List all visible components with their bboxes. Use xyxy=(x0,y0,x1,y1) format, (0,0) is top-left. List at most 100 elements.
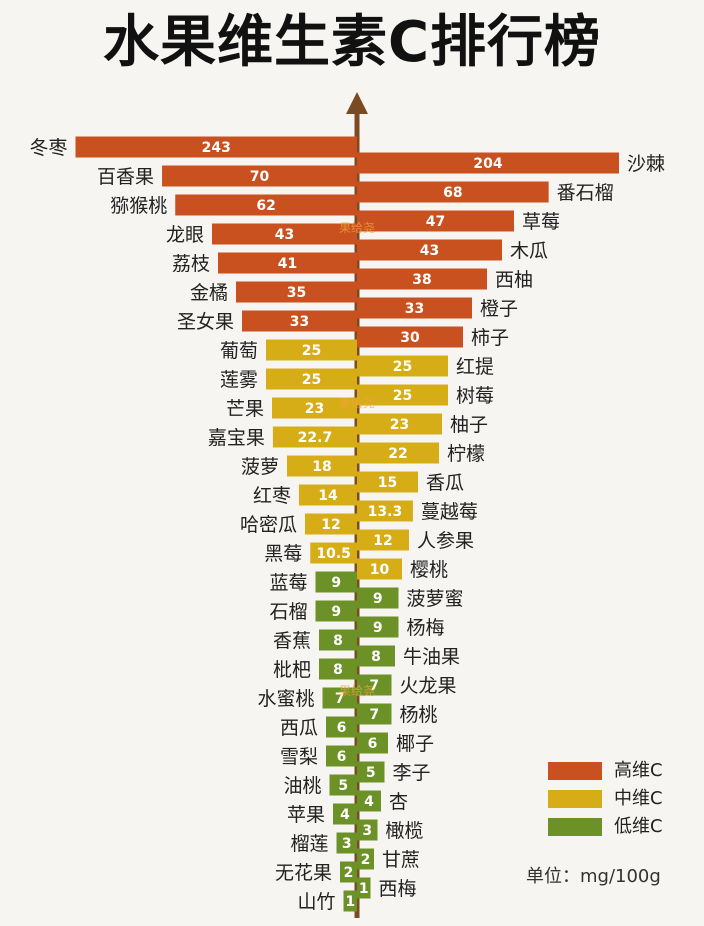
fruit-label-left: 百香果 xyxy=(97,166,154,188)
value-label-left: 6 xyxy=(337,720,347,736)
fruit-label-left: 猕猴桃 xyxy=(110,195,167,217)
value-label-right: 9 xyxy=(373,591,383,607)
unit-value: mg/100g xyxy=(580,866,661,887)
bar-left xyxy=(333,803,357,825)
fruit-label-right: 树莓 xyxy=(456,385,494,407)
fruit-label-right: 橄榄 xyxy=(386,820,424,842)
value-label-right: 1 xyxy=(359,881,369,897)
value-label-right: 22 xyxy=(388,446,407,462)
legend-label-high: 高维C xyxy=(614,760,663,781)
bar-right xyxy=(357,268,487,290)
bar-right xyxy=(357,877,371,899)
fruit-label-left: 枇杷 xyxy=(273,659,311,681)
value-label-right: 10 xyxy=(370,562,390,578)
value-label-left: 8 xyxy=(333,633,343,649)
value-label-left: 35 xyxy=(287,285,306,301)
value-label-right: 13.3 xyxy=(368,504,403,520)
fruit-label-left: 黑莓 xyxy=(264,543,302,565)
fruit-label-right: 沙棘 xyxy=(627,153,665,175)
value-label-left: 25 xyxy=(302,343,321,359)
bar-right xyxy=(357,732,388,754)
fruit-label-right: 杏 xyxy=(389,791,408,813)
value-label-left: 1 xyxy=(345,894,355,910)
fruit-label-right: 椰子 xyxy=(396,733,434,755)
fruit-label-left: 哈密瓜 xyxy=(240,514,297,536)
fruit-label-left: 山竹 xyxy=(297,891,335,913)
fruit-label-left: 油桃 xyxy=(283,775,321,797)
fruit-label-left: 龙眼 xyxy=(166,224,204,246)
fruit-label-left: 圣女果 xyxy=(177,311,234,333)
bar-left xyxy=(266,368,357,390)
fruit-label-right: 番石榴 xyxy=(557,182,614,204)
bar-right xyxy=(357,761,385,783)
bar-right xyxy=(357,384,448,406)
watermark: 果给尧 xyxy=(339,684,375,698)
fruit-label-right: 香瓜 xyxy=(426,472,464,494)
bar-left xyxy=(315,571,357,593)
fruit-label-left: 莲雾 xyxy=(220,369,258,391)
value-label-left: 23 xyxy=(305,401,324,417)
bar-left xyxy=(299,484,357,506)
value-label-left: 5 xyxy=(338,778,348,794)
legend-swatch-mid xyxy=(548,790,602,808)
fruit-label-left: 金橘 xyxy=(190,282,228,304)
legend-label-low: 低维C xyxy=(614,816,663,837)
fruit-label-right: 橙子 xyxy=(480,298,518,320)
fruit-label-left: 雪梨 xyxy=(280,746,318,768)
value-label-right: 9 xyxy=(373,620,383,636)
fruit-label-left: 芒果 xyxy=(226,398,264,420)
bar-left xyxy=(272,397,357,419)
value-label-right: 3 xyxy=(362,823,372,839)
bar-left xyxy=(326,745,357,767)
bar-left xyxy=(315,600,357,622)
bar-left xyxy=(162,165,357,187)
bar-right xyxy=(357,181,549,203)
bar-left xyxy=(75,136,357,158)
bar-left xyxy=(266,339,357,361)
fruit-label-right: 樱桃 xyxy=(410,559,448,581)
bar-left xyxy=(343,890,357,912)
value-label-right: 12 xyxy=(373,533,392,549)
value-label-left: 22.7 xyxy=(298,430,333,446)
bar-right xyxy=(357,674,392,696)
value-label-left: 7 xyxy=(335,691,345,707)
value-label-right: 5 xyxy=(366,765,376,781)
bar-left xyxy=(242,310,357,332)
bar-right xyxy=(357,819,378,841)
value-label-right: 38 xyxy=(412,272,431,288)
value-label-left: 18 xyxy=(312,459,331,475)
bar-right xyxy=(357,442,439,464)
legend-swatch-high xyxy=(548,762,602,780)
bar-right xyxy=(357,558,402,580)
chart-title: 水果维生素C排行榜 xyxy=(102,10,602,75)
value-label-left: 4 xyxy=(340,807,350,823)
fruit-label-right: 木瓜 xyxy=(510,240,548,262)
fruit-label-right: 柿子 xyxy=(471,327,509,349)
bar-left xyxy=(272,426,357,448)
fruit-label-right: 杨梅 xyxy=(407,617,445,639)
value-label-right: 25 xyxy=(393,388,412,404)
bar-left xyxy=(322,687,357,709)
value-label-left: 25 xyxy=(302,372,321,388)
bar-right xyxy=(357,297,472,319)
axis-arrow-icon xyxy=(346,92,368,114)
bar-right xyxy=(357,326,463,348)
bar-right xyxy=(357,355,448,377)
bar-left xyxy=(326,716,357,738)
watermark: 果给尧 xyxy=(339,221,375,235)
fruit-label-right: 甘蔗 xyxy=(382,849,420,871)
bar-right xyxy=(357,210,514,232)
bar-left xyxy=(336,832,357,854)
value-label-left: 243 xyxy=(202,140,231,156)
fruit-label-right: 人参果 xyxy=(417,530,474,552)
value-label-right: 47 xyxy=(426,214,445,230)
value-label-left: 2 xyxy=(344,865,354,881)
fruit-label-left: 水蜜桃 xyxy=(257,688,314,710)
bar-left xyxy=(287,455,357,477)
bar-right xyxy=(357,413,442,435)
fruit-label-left: 葡萄 xyxy=(220,340,258,362)
value-label-right: 30 xyxy=(400,330,420,346)
fruit-label-right: 菠萝蜜 xyxy=(407,588,464,610)
value-label-right: 23 xyxy=(390,417,409,433)
